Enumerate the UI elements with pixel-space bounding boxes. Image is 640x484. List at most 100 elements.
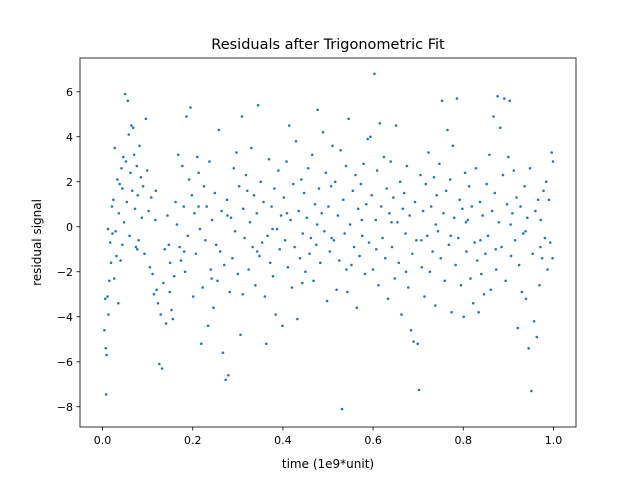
data-point <box>172 274 176 278</box>
data-point <box>210 218 214 222</box>
data-point <box>105 353 108 357</box>
data-point <box>504 279 507 283</box>
data-point <box>134 245 138 249</box>
data-point <box>164 322 168 325</box>
data-point <box>236 272 240 276</box>
data-point <box>301 281 304 285</box>
data-point <box>500 245 503 249</box>
data-point <box>222 263 226 267</box>
data-point <box>454 263 457 267</box>
data-point <box>117 211 121 215</box>
data-point <box>109 261 113 265</box>
data-point <box>195 155 199 159</box>
data-point <box>252 193 256 197</box>
data-point <box>266 234 269 238</box>
data-point <box>227 373 230 377</box>
data-point <box>274 313 277 316</box>
data-point <box>462 315 466 319</box>
data-point <box>471 301 475 305</box>
data-point <box>167 243 171 247</box>
data-point <box>285 160 288 163</box>
data-point <box>538 283 541 287</box>
data-point <box>442 211 445 215</box>
data-point <box>306 166 310 170</box>
data-point <box>179 259 183 262</box>
data-point <box>451 144 455 148</box>
data-point <box>286 265 290 269</box>
data-point <box>239 333 242 337</box>
data-point <box>244 173 248 177</box>
data-point <box>213 191 217 195</box>
data-point <box>310 153 314 157</box>
data-point <box>248 220 252 224</box>
data-point <box>312 279 315 283</box>
data-point <box>329 184 333 188</box>
x-tick-label: 0.0 <box>94 434 112 447</box>
data-point <box>473 241 476 244</box>
data-point <box>131 189 134 193</box>
data-point <box>398 180 402 184</box>
data-point <box>434 223 438 226</box>
data-point <box>465 250 468 253</box>
data-point <box>425 234 429 238</box>
data-point <box>463 171 467 175</box>
data-point <box>352 245 356 249</box>
data-point <box>382 155 386 159</box>
data-point <box>313 202 317 206</box>
data-point <box>197 171 200 175</box>
data-point <box>327 205 330 208</box>
data-point <box>147 209 150 213</box>
data-point <box>390 245 394 249</box>
data-point <box>457 236 460 240</box>
data-point <box>385 187 388 190</box>
data-point <box>232 166 236 170</box>
data-point <box>181 164 184 168</box>
data-point <box>221 351 225 355</box>
data-point <box>549 241 552 244</box>
data-point <box>156 301 160 305</box>
data-point <box>155 288 158 292</box>
data-point <box>377 283 380 287</box>
data-point <box>243 236 246 240</box>
data-point <box>544 180 548 184</box>
data-point <box>467 184 471 188</box>
data-point <box>145 169 149 172</box>
data-point <box>258 254 261 258</box>
data-point <box>543 236 547 240</box>
data-point <box>486 234 490 238</box>
data-point <box>317 187 321 190</box>
data-point <box>415 238 418 242</box>
data-point <box>119 259 122 262</box>
data-point <box>321 130 325 134</box>
data-point <box>301 232 305 235</box>
data-point <box>104 393 108 396</box>
data-point <box>229 216 233 220</box>
data-point <box>152 292 156 296</box>
data-point <box>177 153 180 157</box>
data-point <box>493 191 497 195</box>
data-point <box>168 261 172 265</box>
data-point <box>360 218 364 222</box>
data-point <box>343 232 346 235</box>
x-tick-label: 0.4 <box>274 434 292 447</box>
data-point <box>431 250 434 253</box>
data-point <box>127 133 130 136</box>
data-point <box>520 290 524 294</box>
data-point <box>225 198 229 202</box>
data-point <box>344 164 348 168</box>
data-point <box>484 252 487 256</box>
data-point <box>133 207 137 211</box>
data-point <box>474 166 478 170</box>
data-point <box>351 189 355 193</box>
data-point <box>488 153 491 157</box>
data-point <box>158 362 161 366</box>
data-point <box>131 126 135 130</box>
data-point <box>367 241 371 244</box>
data-point <box>516 326 520 330</box>
data-point <box>432 175 436 179</box>
data-point <box>405 164 409 168</box>
data-point <box>240 115 244 118</box>
data-point <box>141 184 145 188</box>
data-point <box>443 279 447 283</box>
